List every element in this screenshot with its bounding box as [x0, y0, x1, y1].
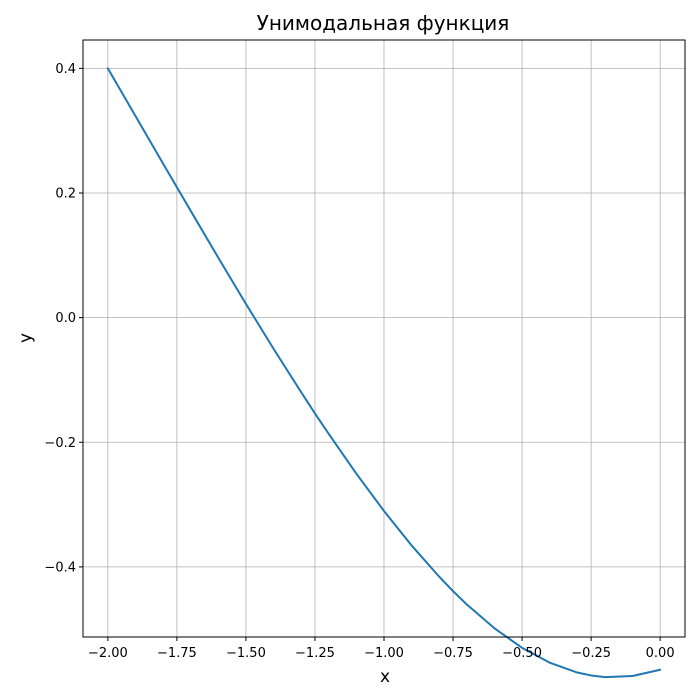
x-tick-label: −0.25	[571, 646, 611, 661]
x-tick-label: 0.00	[646, 646, 675, 661]
chart-title: Унимодальная функция	[257, 11, 510, 35]
x-tick-label: −1.25	[295, 646, 335, 661]
x-axis: −2.00 −1.75 −1.50 −1.25 −1.00 −0.75 −0.50 −0.25…	[88, 637, 675, 661]
x-tick-label: −1.75	[157, 646, 197, 661]
x-axis-label: x	[380, 667, 390, 687]
x-tick-label: −1.00	[364, 646, 404, 661]
x-tick-label: −0.75	[433, 646, 473, 661]
y-tick-label: −0.4	[44, 560, 76, 575]
x-tick-label: −1.50	[226, 646, 266, 661]
x-tick-label: −0.50	[502, 646, 542, 661]
y-tick-label: −0.2	[44, 436, 76, 451]
series-line	[106, 67, 662, 679]
grid	[83, 40, 685, 637]
series-layer	[106, 67, 662, 679]
y-tick-label: 0.4	[55, 62, 76, 77]
y-tick-label: 0.0	[55, 311, 76, 326]
y-axis: −0.4 −0.2 0.0 0.2 0.4	[44, 62, 83, 575]
y-axis-label: y	[16, 333, 36, 343]
y-tick-label: 0.2	[55, 186, 76, 201]
x-tick-label: −2.00	[88, 646, 128, 661]
